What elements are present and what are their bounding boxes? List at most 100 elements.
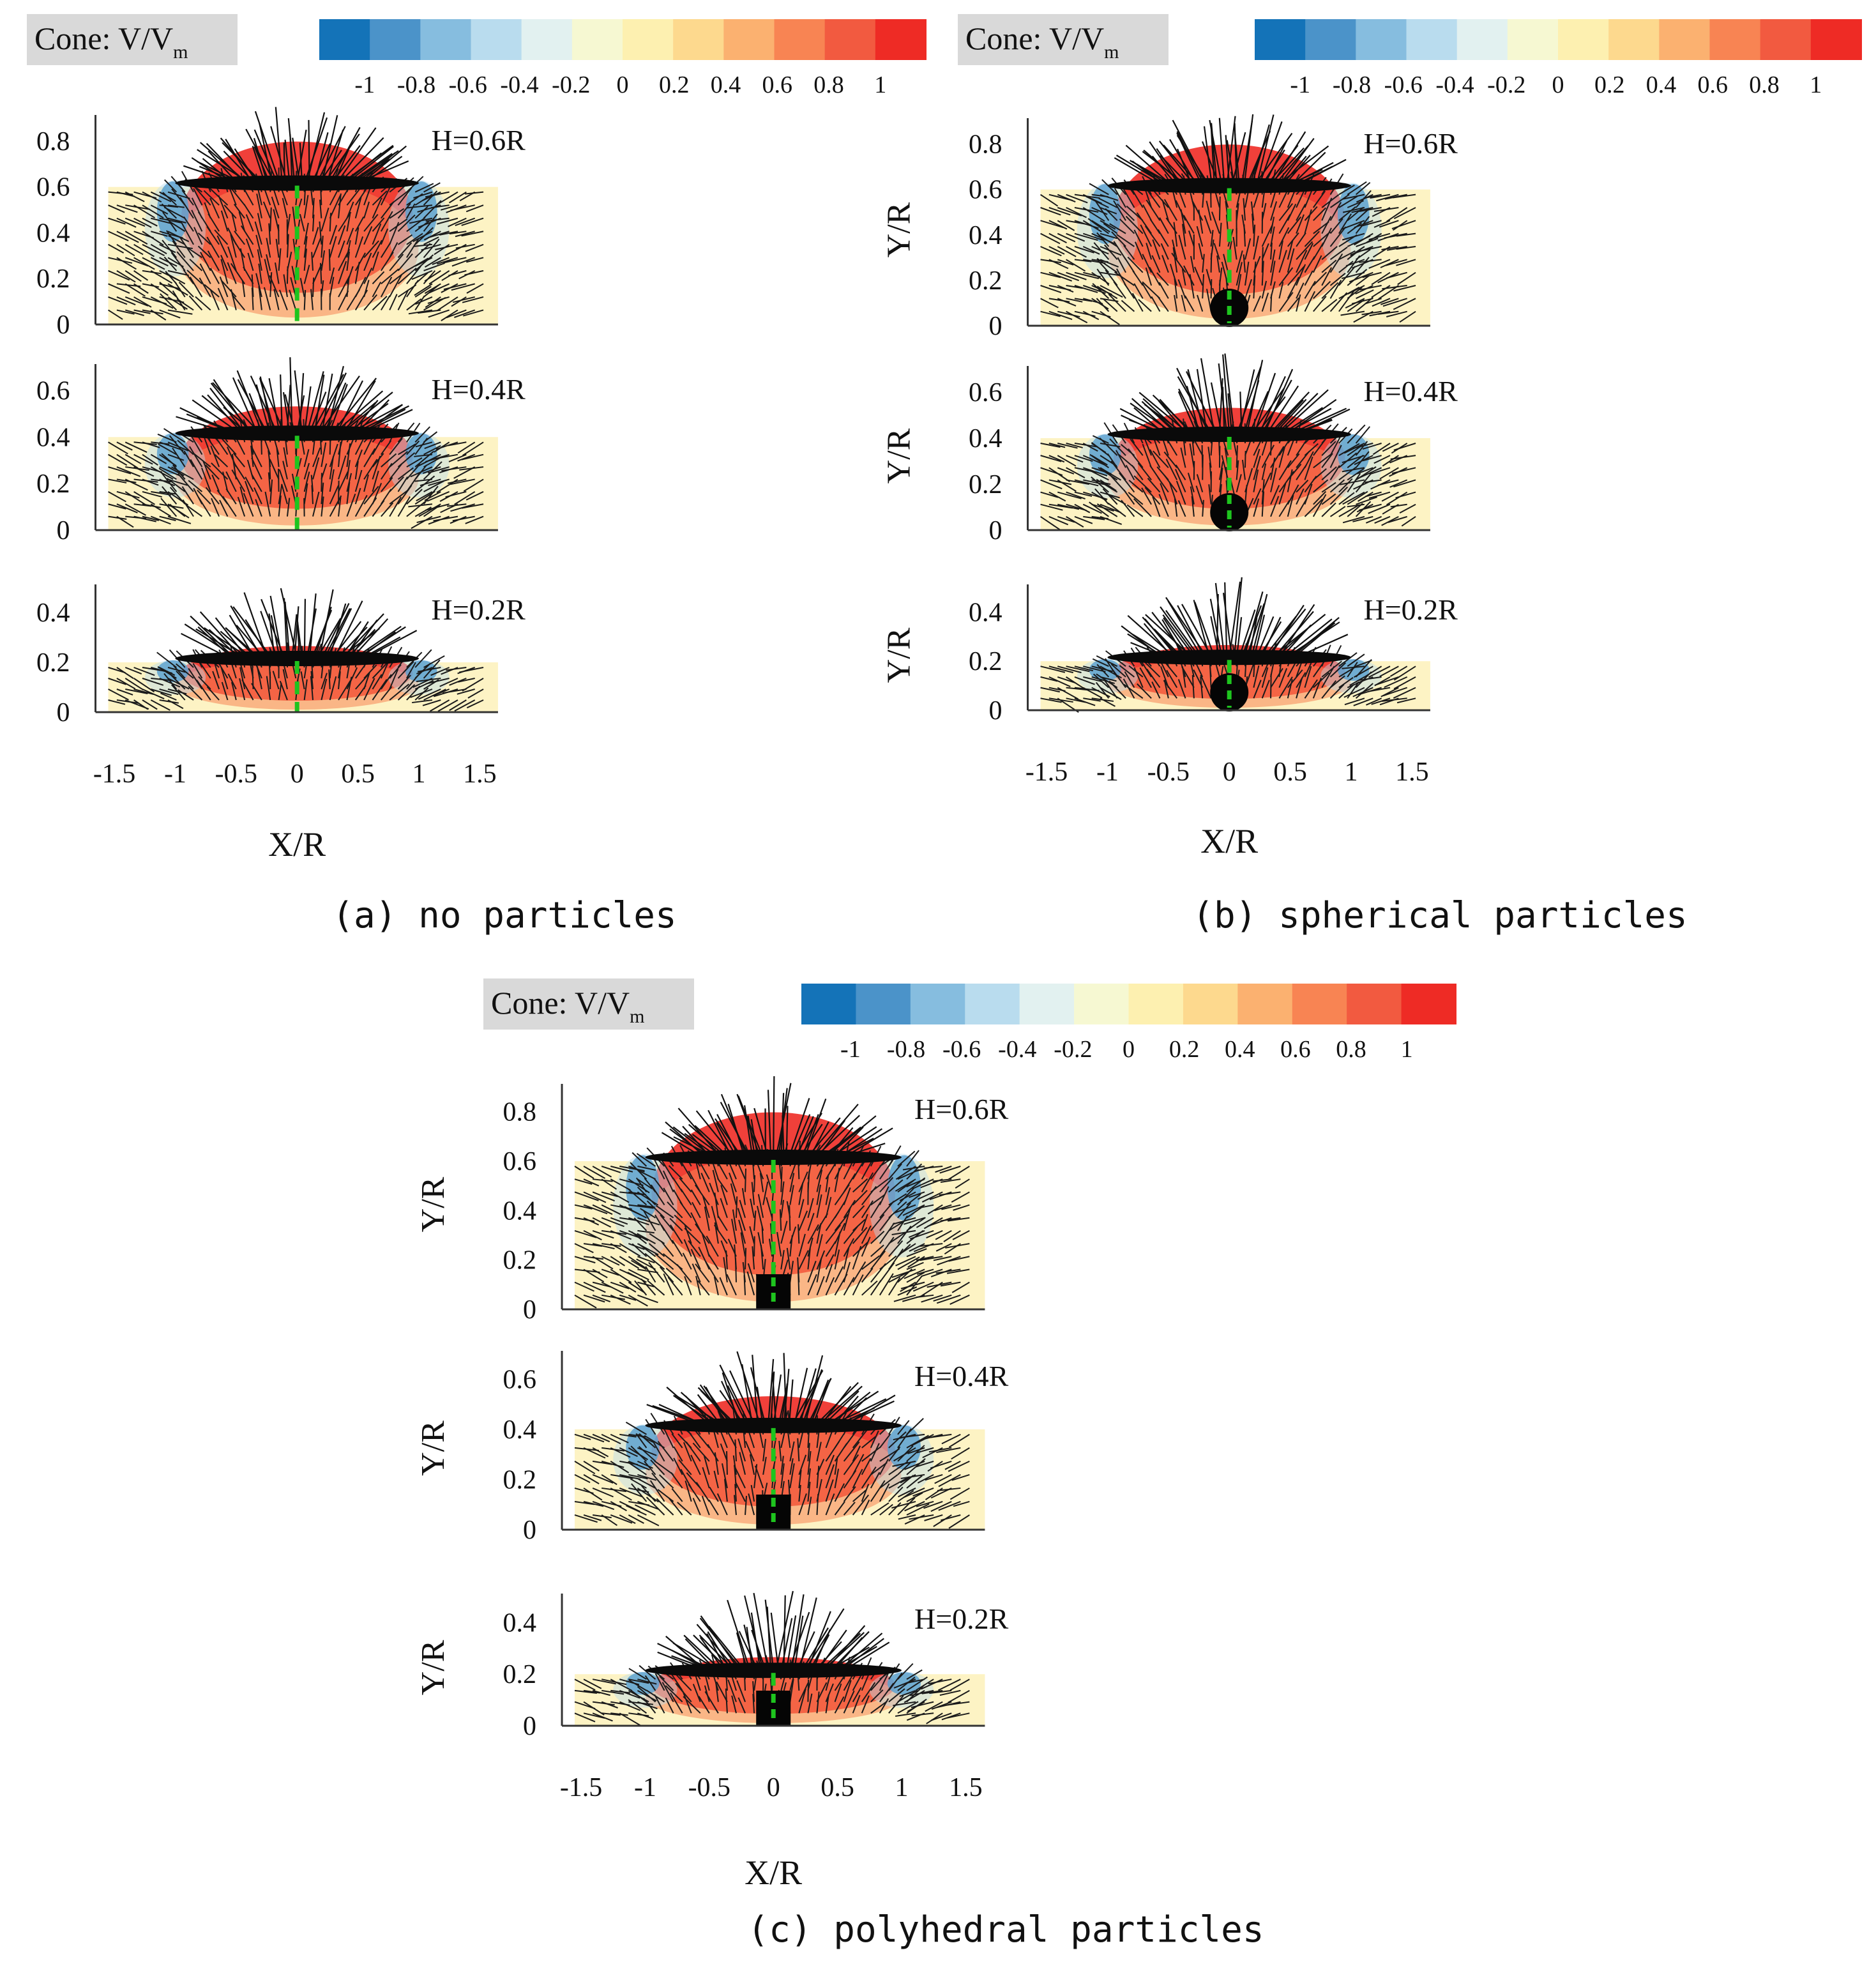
velocity-vector — [695, 1275, 701, 1296]
velocity-vector — [273, 289, 280, 310]
velocity-vector — [1363, 455, 1382, 462]
velocity-vector — [888, 1502, 902, 1516]
velocity-vector — [1057, 687, 1079, 700]
velocity-vector — [1347, 455, 1364, 469]
velocity-vector — [150, 243, 167, 255]
velocity-vector — [1253, 488, 1262, 505]
velocity-vector — [1100, 467, 1122, 481]
upward-vector — [1178, 388, 1203, 435]
velocity-vector — [1098, 234, 1118, 247]
velocity-vector — [389, 451, 408, 468]
velocity-vector — [624, 1206, 647, 1219]
velocity-vector — [610, 1268, 632, 1283]
velocity-vector — [190, 459, 203, 480]
velocity-vector — [1356, 238, 1379, 247]
velocity-vector — [685, 1481, 692, 1502]
velocity-vector — [169, 220, 186, 232]
velocity-vector — [329, 676, 337, 701]
velocity-vector — [717, 1178, 728, 1192]
velocity-vector — [1353, 697, 1373, 706]
velocity-vector — [116, 453, 139, 469]
velocity-vector — [1040, 246, 1062, 257]
velocity-vector — [1355, 190, 1372, 208]
velocity-vector — [397, 187, 412, 206]
velocity-vector — [926, 1712, 943, 1724]
velocity-vector — [1132, 270, 1144, 286]
velocity-vector — [888, 1688, 905, 1703]
disk-plate — [645, 1663, 902, 1679]
velocity-vector — [1342, 207, 1365, 213]
velocity-vector — [1270, 446, 1285, 468]
velocity-vector — [834, 1683, 842, 1702]
velocity-vector — [186, 270, 203, 285]
velocity-vector — [193, 227, 203, 245]
velocity-vector — [888, 1431, 907, 1449]
velocity-vector — [223, 204, 237, 219]
velocity-vector — [635, 1433, 647, 1449]
vector-field — [1040, 418, 1416, 531]
velocity-vector — [1253, 455, 1261, 480]
velocity-vector — [601, 1281, 624, 1294]
velocity-vector — [747, 1263, 755, 1283]
velocity-vector — [214, 229, 229, 245]
colorbar-tick: 0.4 — [1646, 72, 1677, 98]
velocity-vector — [1244, 238, 1252, 260]
velocity-vector — [1347, 235, 1371, 247]
velocity-vector — [637, 1294, 658, 1304]
velocity-vector — [683, 1442, 692, 1462]
velocity-vector — [142, 270, 162, 275]
velocity-vector — [269, 275, 280, 298]
velocity-vector — [937, 1679, 961, 1691]
velocity-vector — [708, 1499, 719, 1516]
velocity-vector — [789, 1205, 791, 1231]
velocity-vector — [1086, 195, 1109, 208]
velocity-vector — [1103, 244, 1118, 260]
velocity-vector — [1329, 683, 1345, 699]
x-tick-label: 0.5 — [1273, 757, 1307, 787]
velocity-vector — [1074, 697, 1096, 706]
velocity-vector — [930, 1501, 952, 1512]
velocity-vector — [183, 216, 194, 232]
velocity-vector — [1083, 259, 1106, 264]
colorbar-segment — [1507, 19, 1559, 60]
velocity-vector — [1211, 211, 1220, 234]
velocity-vector — [389, 438, 403, 455]
velocity-vector — [1372, 443, 1391, 455]
velocity-vector — [1321, 441, 1336, 456]
velocity-vector — [363, 678, 375, 701]
velocity-vector — [1066, 687, 1089, 691]
velocity-vector — [1103, 298, 1118, 312]
velocity-vector — [133, 217, 152, 228]
colorbar-title: Cone: V/Vm — [34, 20, 188, 63]
velocity-vector — [734, 1484, 737, 1502]
velocity-vector — [898, 1488, 916, 1498]
velocity-vector — [1287, 204, 1297, 221]
velocity-vector — [637, 1690, 657, 1701]
velocity-vector — [619, 1243, 641, 1257]
velocity-vector — [948, 1514, 970, 1529]
velocity-vector — [628, 1243, 645, 1251]
velocity-vector — [425, 257, 441, 268]
velocity-vector — [1040, 285, 1062, 294]
velocity-vector — [574, 1229, 597, 1238]
colorbar-tick: -1 — [354, 72, 375, 98]
velocity-vector — [1253, 498, 1260, 517]
velocity-vector — [762, 1181, 769, 1205]
velocity-vector — [870, 1250, 886, 1270]
velocity-vector — [861, 1172, 874, 1192]
velocity-vector — [946, 1701, 970, 1706]
velocity-vector — [1161, 199, 1169, 221]
colorbar-tick: 1 — [1810, 72, 1822, 98]
velocity-vector — [1152, 496, 1161, 517]
velocity-vector — [677, 1502, 692, 1516]
velocity-vector — [1380, 298, 1399, 305]
velocity-vector — [243, 492, 254, 517]
panel-caption: (b) spherical particles — [1192, 895, 1687, 936]
velocity-vector — [916, 1294, 934, 1298]
velocity-vector — [644, 1461, 656, 1475]
colorbar-tick: 0.6 — [1698, 72, 1728, 98]
upward-vector — [753, 1108, 769, 1158]
y-tick-label: 0.2 — [36, 648, 70, 678]
velocity-vector — [238, 211, 246, 232]
velocity-vector — [1160, 243, 1169, 260]
